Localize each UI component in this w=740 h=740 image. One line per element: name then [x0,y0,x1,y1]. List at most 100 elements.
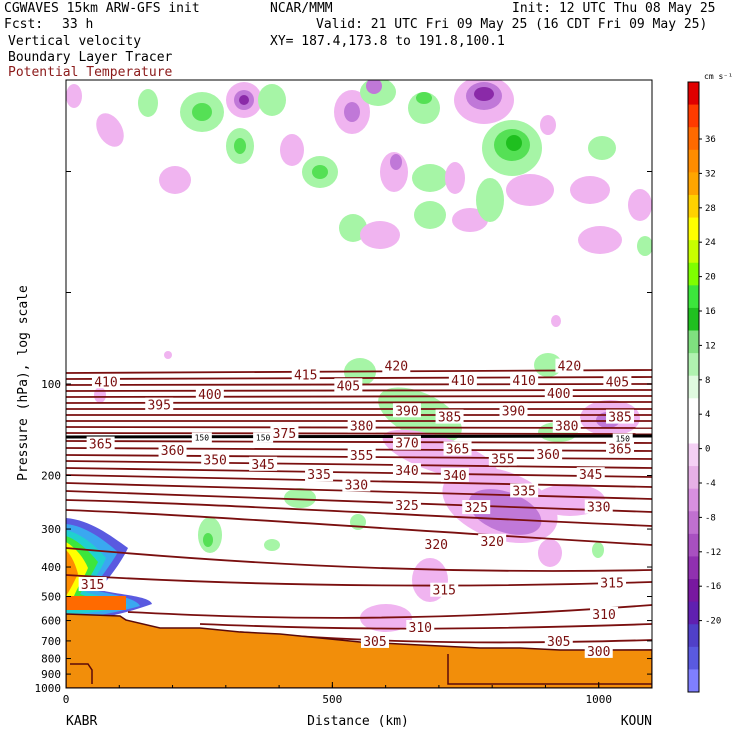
downdraft-cell [164,351,172,359]
theta-label-bg [406,619,435,634]
cross-section-coords: XY= 187.4,173.8 to 191.8,100.1 [270,34,505,49]
theta-label: 305 [363,635,386,650]
colorbar-swatch [688,443,699,467]
colorbar-label: 4 [705,410,710,420]
updraft-cell [264,539,280,551]
colorbar-swatch [688,420,699,444]
theta-label-bg [510,372,539,387]
colorbar-label: 12 [705,341,716,351]
updraft-cell [408,92,440,124]
theta-label-bg [86,436,115,451]
theta-label-bg [499,403,528,418]
theta-label-bg [478,533,507,548]
colorbar-swatch [688,375,699,399]
x-tick-label: 0 [63,693,70,706]
theta-label-bg [392,403,421,418]
theta-label-bg [590,606,619,621]
y-tick-label: 300 [41,523,61,536]
theta-label: 380 [555,420,578,435]
theta-label: 380 [350,420,373,435]
downdraft-cell [506,174,554,206]
x-tick-label: 1000 [585,693,612,706]
downdraft-cell [474,87,494,101]
theta-label: 335 [307,468,330,483]
theta-label: 405 [337,379,360,394]
colorbar: cm s⁻¹ 36 32 28 24 20 16 12 8 4 0 -4 -8 -12 -16 -20 [687,72,733,693]
tracer-labels: 150 150 150 [191,432,633,444]
y-tick-label: 500 [41,590,61,603]
theta-label: 330 [345,478,368,493]
theta-label-bg [249,456,278,471]
colorbar-swatch [688,488,699,512]
updraft-cell [592,542,604,558]
colorbar-swatch [688,104,699,128]
tracer-label: 150 [195,434,210,443]
theta-label: 415 [294,368,317,383]
y-tick-label: 600 [41,615,61,628]
colorbar-label: -16 [705,582,721,592]
theta-label: 385 [608,411,631,426]
downdraft-cell [344,102,360,122]
colorbar-swatch [688,669,699,693]
theta-label-bg [488,451,517,466]
theta-label: 385 [438,411,461,426]
center-name: NCAR/MMM [270,1,333,16]
theta-label: 340 [443,469,466,484]
updraft-cell [476,178,504,222]
tracer-label-bg [191,432,212,443]
colorbar-label: 8 [705,376,710,386]
theta-label-bg [510,483,539,498]
theta-label-bg [462,500,491,515]
theta-label-bg [544,633,573,648]
theta-label-bg [598,575,627,590]
downdraft-cell [538,539,562,567]
colorbar-label: 20 [705,273,716,283]
theta-label: 320 [480,535,503,550]
updraft-cell [284,488,316,508]
downdraft-cell [628,189,652,221]
colorbar-label: 0 [705,445,710,455]
theta-label-bg [392,497,421,512]
theta-label-bg [91,374,120,389]
theta-label: 315 [81,578,104,593]
right-station: KOUN [621,714,652,729]
updraft-cell [637,236,652,256]
y-tick-label: 1000 [35,682,62,695]
colorbar-swatch [688,240,699,264]
theta-contour [66,383,652,386]
theta-label-bg [552,418,581,433]
x-tick-label: 500 [322,693,342,706]
theta-contour [199,623,652,630]
theta-label-bg [305,467,334,482]
colorbar-swatch [688,307,699,332]
theta-contour [66,426,652,429]
theta-label-bg [435,409,464,424]
colorbar-swatch [688,82,699,106]
downdraft-cell [540,115,556,135]
colorbar-swatch [688,262,699,286]
init-time: Init: 12 UTC Thu 08 May 25 [512,1,716,16]
theta-label-bg [606,441,635,456]
terrain-fill [66,613,652,688]
theta-label: 325 [395,499,418,514]
colorbar-frame [687,81,700,693]
theta-label-bg [145,397,174,412]
downdraft-cell [66,84,82,108]
theta-label: 310 [409,621,432,636]
theta-label-bg [342,477,371,492]
field-potential-temperature: Potential Temperature [8,65,173,80]
colorbar-swatch [688,285,699,309]
theta-contour [66,432,652,435]
theta-label: 300 [587,645,610,660]
downdraft-cell [360,221,400,249]
theta-label-bg [448,372,477,387]
updraft-cell [412,164,448,192]
theta-label: 315 [432,584,455,599]
downdraft-cell [239,95,249,105]
theta-label-bg [584,499,613,514]
theta-label: 310 [592,608,615,623]
theta-label-bg [555,358,584,373]
forecast-hour: 33 h [62,17,94,32]
theta-label: 315 [600,577,623,592]
